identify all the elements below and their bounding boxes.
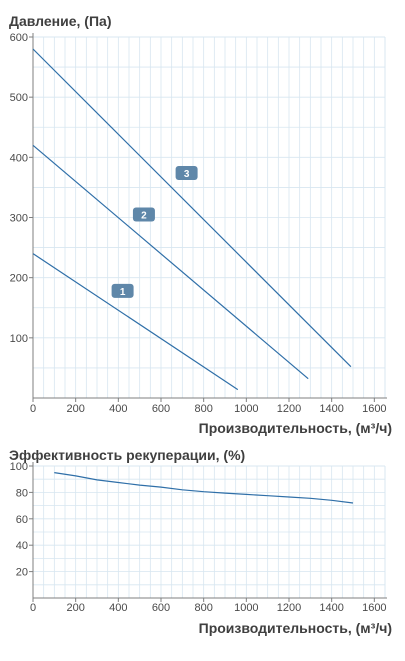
series-badge-2 (132, 207, 155, 222)
x-tick-label: 400 (109, 403, 127, 415)
y-tick-label: 600 (10, 32, 28, 44)
x-tick-label: 600 (152, 403, 170, 415)
x-tick-label: 600 (152, 602, 170, 614)
grid-lines (33, 465, 386, 598)
x-tick-label: 200 (66, 602, 84, 614)
x-axis-label: Производительность, (м³/ч) (199, 620, 392, 636)
x-tick-label: 1600 (362, 403, 386, 415)
chart-panel-2: 0 200 400 600 800 1000 1200 1400 1600 20 40 60 80 100… (9, 447, 392, 636)
y-tick-label: 100 (10, 333, 28, 345)
x-tick-label: 1600 (362, 602, 386, 614)
y-tick-label: 80 (16, 487, 28, 499)
series-line-1 (54, 472, 354, 504)
x-tick-label: 0 (30, 403, 36, 415)
y-tick-label: 20 (16, 567, 28, 579)
x-tick-label: 200 (66, 403, 84, 415)
y-tick-label: 300 (10, 213, 28, 225)
x-tick-label: 400 (109, 602, 127, 614)
series-badge-label: 1 (120, 287, 126, 298)
y-tick-label: 400 (10, 152, 28, 164)
y-tick-label: 60 (16, 514, 28, 526)
y-tick-label: 200 (10, 273, 28, 285)
series-badge-label: 3 (184, 169, 190, 180)
x-tick-label: 1400 (319, 403, 343, 415)
x-tick-label: 1000 (234, 602, 258, 614)
x-tick-label: 800 (194, 602, 212, 614)
x-tick-label: 0 (30, 602, 36, 614)
series-badge-1 (111, 283, 134, 298)
y-tick-label: 40 (16, 540, 28, 552)
grid-lines (33, 36, 386, 398)
series-line-1 (32, 253, 239, 391)
series-line-3 (32, 48, 352, 368)
chart-title: Давление, (Па) (9, 13, 111, 29)
y-tick-label: 500 (10, 92, 28, 104)
y-tick-label: 100 (10, 461, 28, 473)
chart-title: Эффективность рекуперации, (%) (9, 447, 245, 463)
x-axis-label: Производительность, (м³/ч) (199, 420, 392, 436)
x-tick-label: 1400 (319, 602, 343, 614)
series-badge-3 (175, 165, 198, 180)
series-badge-label: 2 (141, 210, 147, 221)
chart-panel-1: 0 200 400 600 800 1000 1200 1400 160010020030040… (9, 13, 392, 436)
x-tick-label: 1200 (277, 602, 301, 614)
x-tick-label: 800 (194, 403, 212, 415)
x-tick-label: 1200 (277, 403, 301, 415)
series-line-2 (32, 144, 309, 380)
x-tick-label: 1000 (234, 403, 258, 415)
